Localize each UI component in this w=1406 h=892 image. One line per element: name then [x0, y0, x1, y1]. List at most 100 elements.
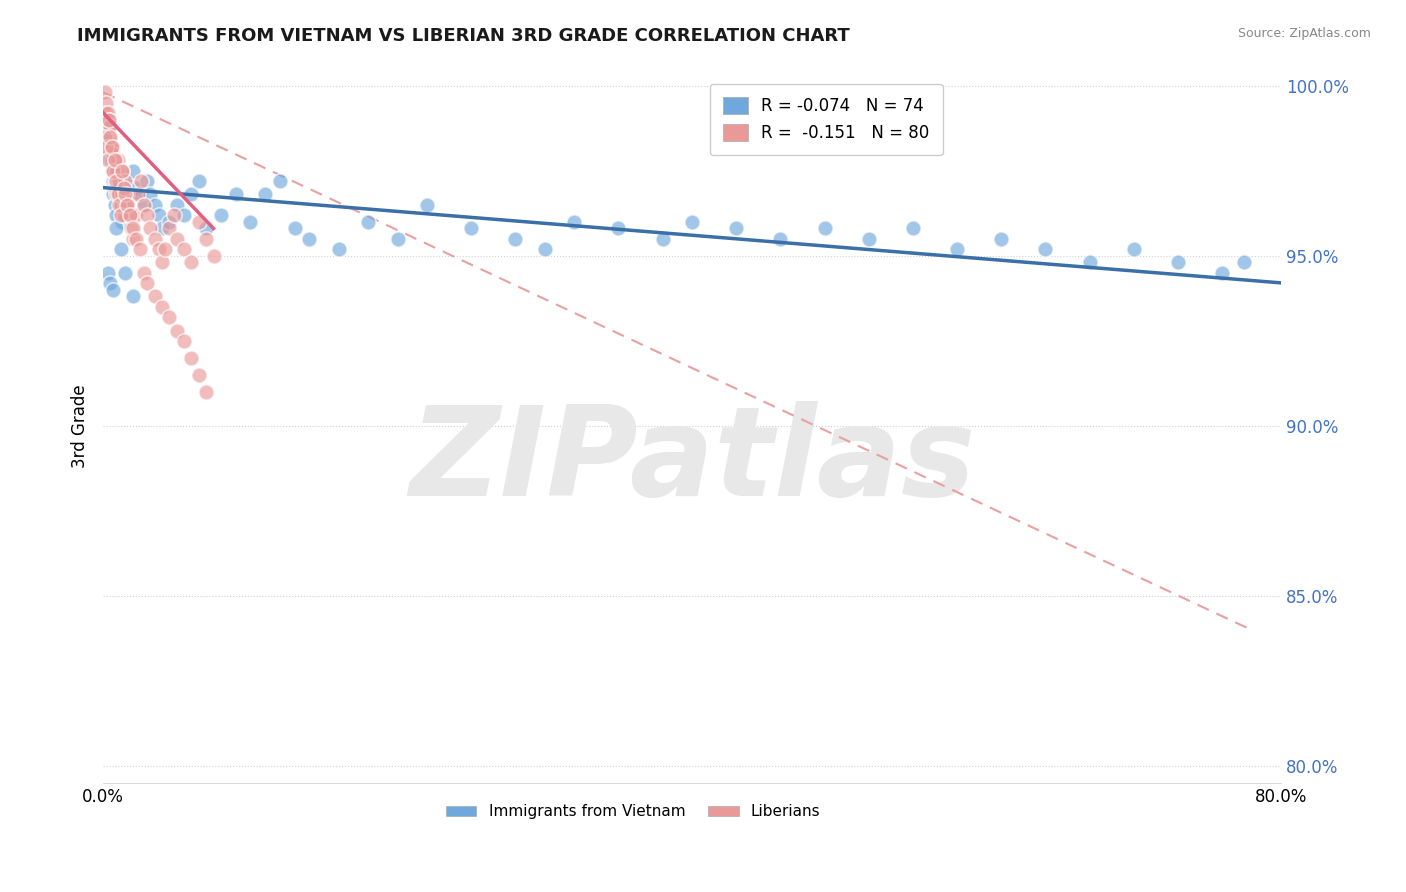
Point: [180, 255, 202, 269]
Point: [94, 105, 117, 120]
Point: [112, 187, 135, 202]
Point: [148, 208, 170, 222]
Point: [460, 221, 482, 235]
Text: Source: ZipAtlas.com: Source: ZipAtlas.com: [1237, 27, 1371, 40]
Point: [187, 214, 209, 228]
Point: [187, 368, 209, 382]
Point: [328, 242, 350, 256]
Point: [1078, 255, 1101, 269]
Point: [136, 276, 159, 290]
Point: [100, 140, 122, 154]
Point: [195, 221, 218, 235]
Point: [112, 180, 135, 194]
Point: [173, 334, 195, 348]
Point: [157, 310, 180, 324]
Point: [1211, 266, 1233, 280]
Point: [195, 384, 218, 399]
Point: [104, 180, 127, 194]
Text: ZIPatlas: ZIPatlas: [409, 401, 976, 522]
Point: [114, 266, 136, 280]
Point: [1167, 255, 1189, 269]
Point: [153, 242, 176, 256]
Point: [187, 174, 209, 188]
Point: [118, 208, 141, 222]
Point: [813, 221, 835, 235]
Point: [100, 129, 122, 144]
Point: [115, 187, 138, 202]
Legend: Immigrants from Vietnam, Liberians: Immigrants from Vietnam, Liberians: [440, 798, 827, 825]
Point: [98, 112, 121, 127]
Point: [150, 255, 173, 269]
Point: [107, 163, 129, 178]
Point: [901, 221, 924, 235]
Point: [114, 174, 136, 188]
Point: [114, 187, 136, 202]
Point: [357, 214, 380, 228]
Point: [134, 266, 156, 280]
Point: [101, 140, 124, 154]
Point: [387, 232, 409, 246]
Point: [269, 174, 291, 188]
Point: [139, 221, 162, 235]
Point: [100, 153, 122, 168]
Point: [143, 289, 166, 303]
Point: [105, 221, 128, 235]
Point: [150, 221, 173, 235]
Text: IMMIGRANTS FROM VIETNAM VS LIBERIAN 3RD GRADE CORRELATION CHART: IMMIGRANTS FROM VIETNAM VS LIBERIAN 3RD …: [77, 27, 851, 45]
Point: [103, 163, 125, 178]
Point: [173, 208, 195, 222]
Point: [100, 120, 122, 134]
Point: [93, 112, 115, 127]
Point: [101, 163, 124, 178]
Point: [180, 351, 202, 365]
Point: [115, 174, 138, 188]
Point: [143, 197, 166, 211]
Point: [157, 214, 180, 228]
Point: [103, 187, 125, 202]
Point: [110, 197, 132, 211]
Point: [94, 140, 117, 154]
Point: [239, 214, 262, 228]
Y-axis label: 3rd Grade: 3rd Grade: [72, 384, 89, 467]
Point: [124, 232, 146, 246]
Point: [110, 242, 132, 256]
Point: [148, 242, 170, 256]
Point: [129, 187, 152, 202]
Point: [108, 174, 131, 188]
Point: [96, 153, 118, 168]
Point: [108, 187, 131, 202]
Point: [131, 174, 153, 188]
Point: [143, 232, 166, 246]
Point: [769, 232, 792, 246]
Point: [533, 242, 555, 256]
Point: [157, 221, 180, 235]
Point: [121, 221, 143, 235]
Point: [114, 197, 136, 211]
Point: [129, 242, 152, 256]
Point: [1233, 255, 1256, 269]
Point: [120, 221, 142, 235]
Point: [858, 232, 880, 246]
Point: [107, 187, 129, 202]
Point: [195, 232, 218, 246]
Point: [136, 208, 159, 222]
Point: [990, 232, 1012, 246]
Point: [121, 232, 143, 246]
Point: [101, 153, 124, 168]
Point: [103, 146, 125, 161]
Point: [96, 266, 118, 280]
Point: [946, 242, 969, 256]
Point: [96, 146, 118, 161]
Point: [105, 187, 128, 202]
Point: [166, 232, 188, 246]
Point: [98, 129, 121, 144]
Point: [103, 174, 125, 188]
Point: [93, 129, 115, 144]
Point: [107, 174, 129, 188]
Point: [105, 208, 128, 222]
Point: [104, 153, 127, 168]
Point: [104, 174, 127, 188]
Point: [1122, 242, 1144, 256]
Point: [101, 140, 124, 154]
Point: [94, 95, 117, 110]
